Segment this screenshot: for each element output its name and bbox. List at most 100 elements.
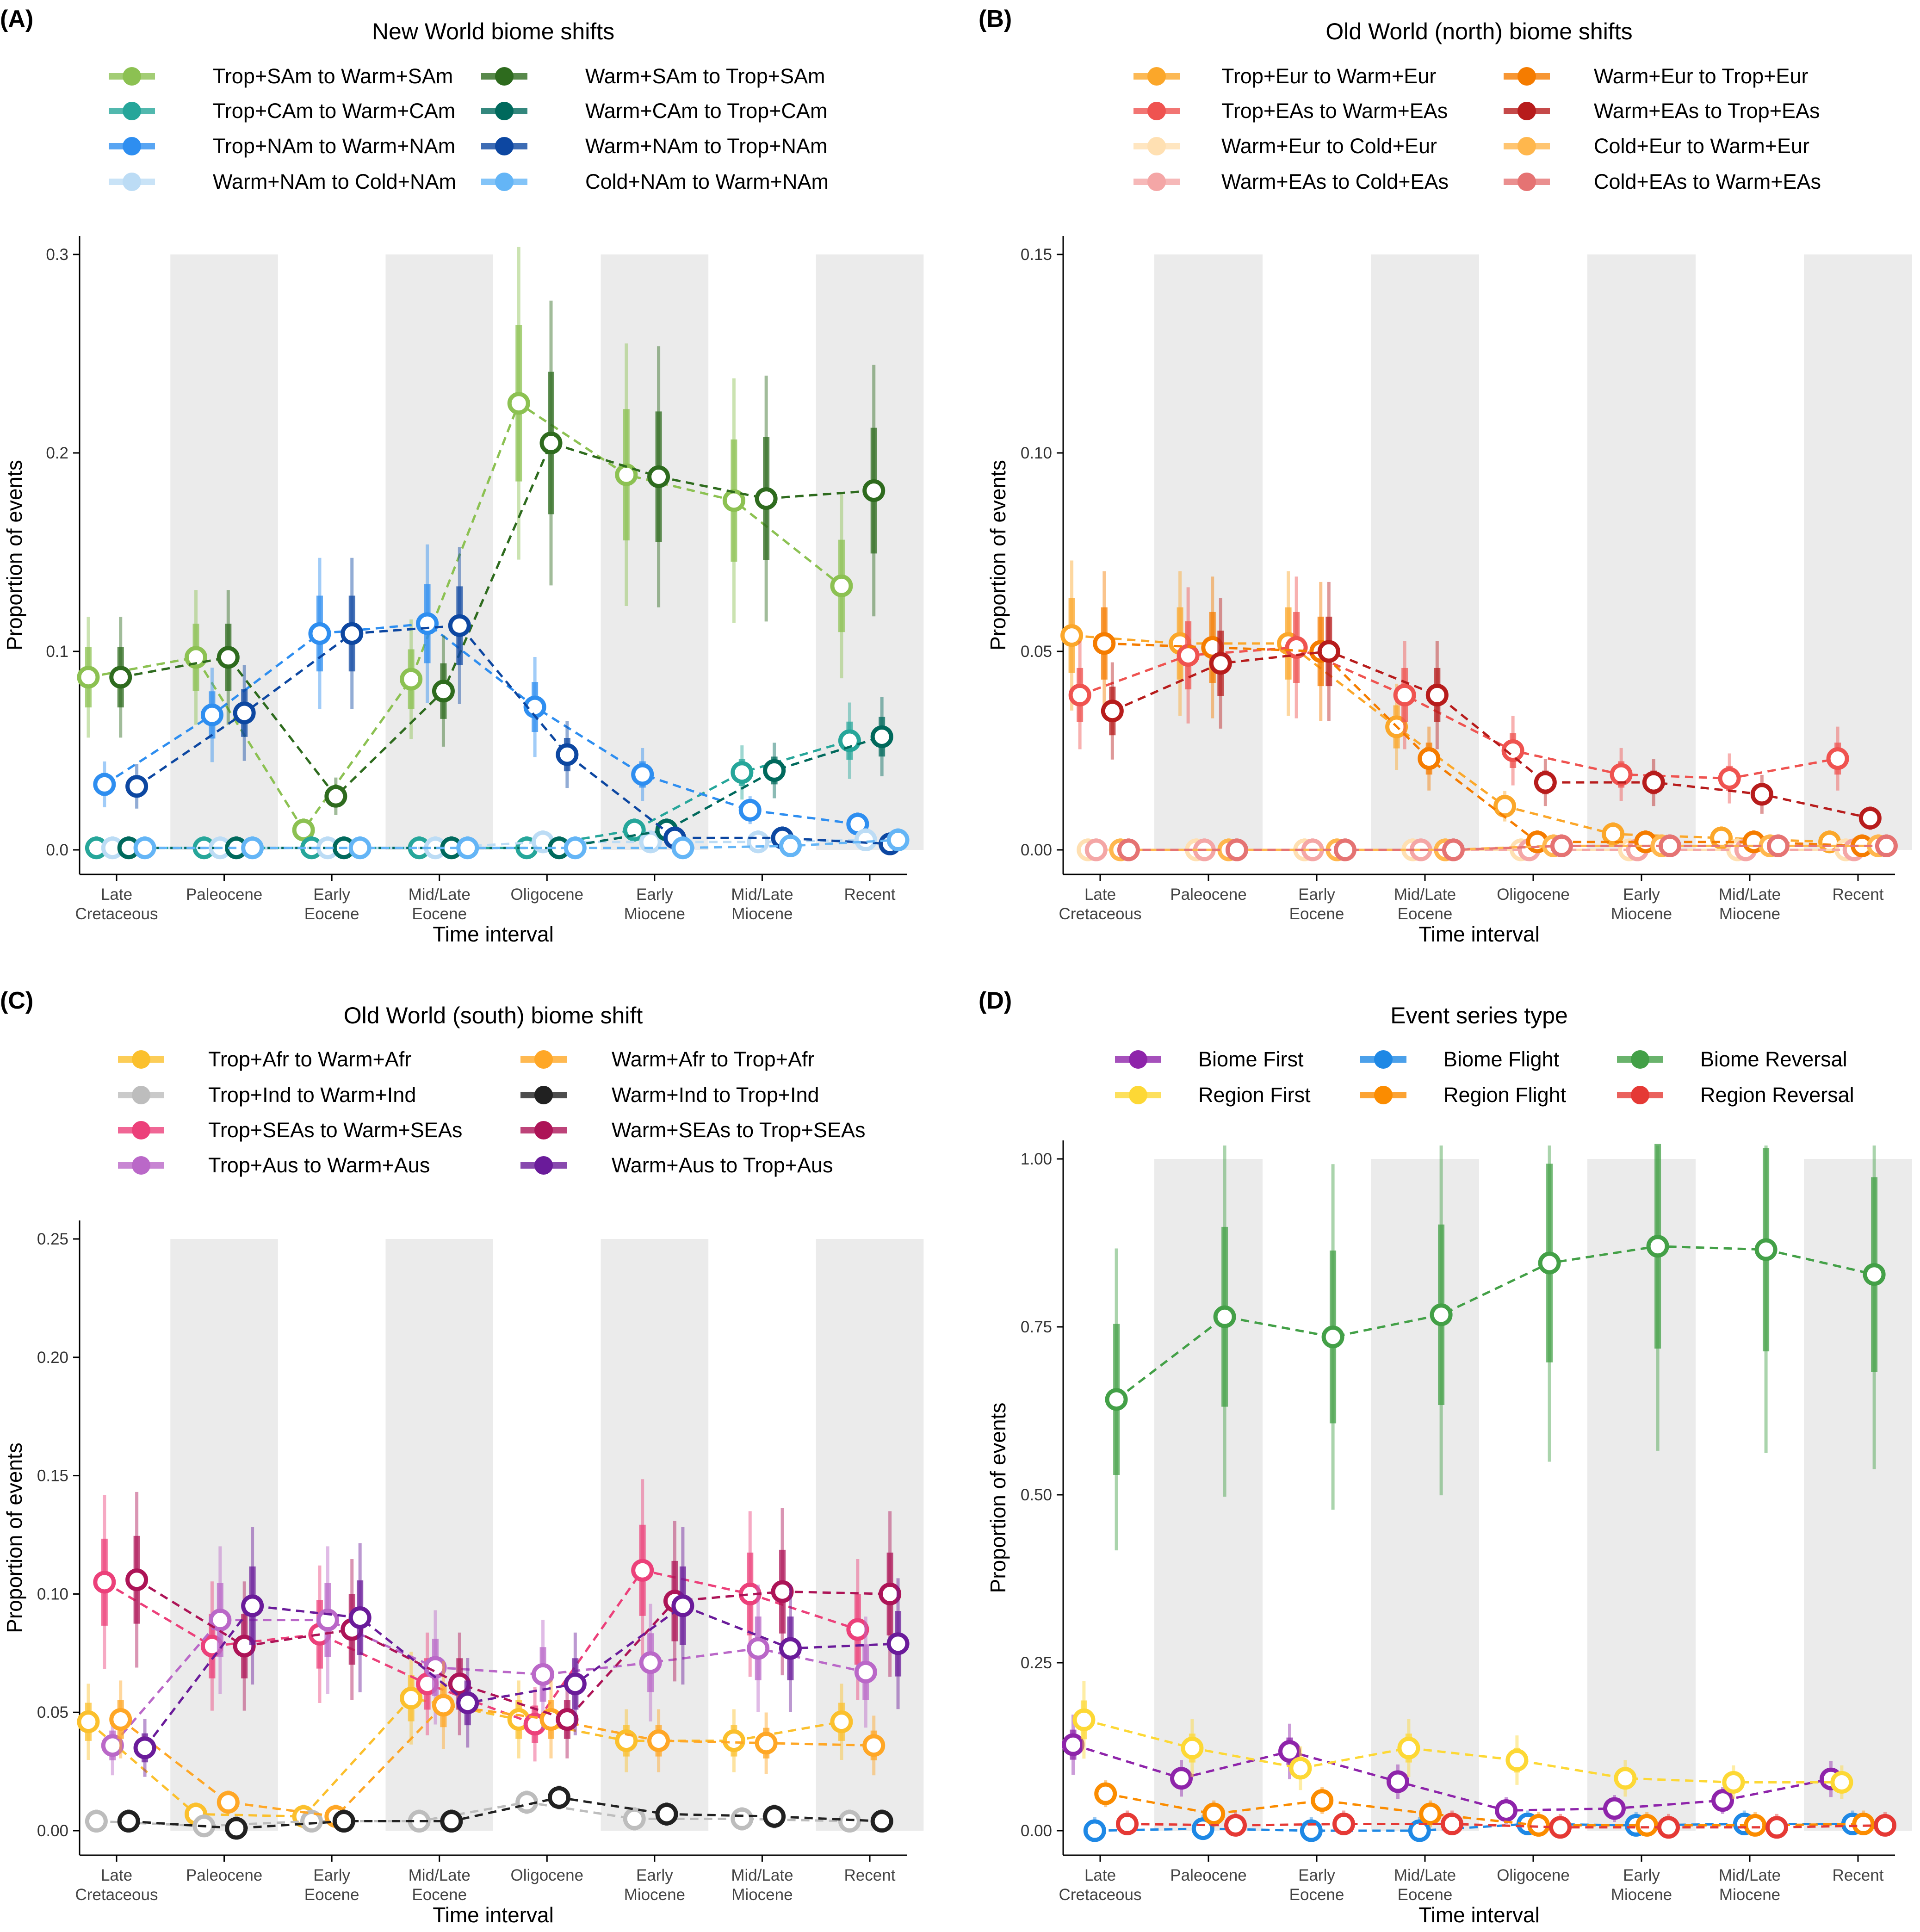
legend-label: Warm+NAm to Trop+NAm	[585, 134, 827, 158]
data-point-center	[1341, 1821, 1346, 1827]
legend-entry: Trop+CAm to Warm+CAm	[109, 99, 455, 123]
data-point-center	[1751, 839, 1756, 844]
data-point-center	[1502, 804, 1507, 809]
series	[1101, 582, 1882, 830]
legend-label: Warm+Eur to Trop+Eur	[1594, 64, 1809, 88]
data-point-center	[1179, 1776, 1184, 1781]
data-point-center	[549, 440, 554, 446]
x-tick-label: Late	[1084, 1866, 1116, 1884]
legend-label: Warm+Aus to Trop+Aus	[612, 1153, 833, 1177]
data-point-center	[425, 621, 430, 626]
legend-key-dot	[1374, 1050, 1393, 1069]
data-point-center	[855, 822, 860, 827]
legend-key-dot	[495, 67, 514, 86]
data-point-center	[1287, 1749, 1292, 1754]
interval-band	[1804, 1159, 1912, 1831]
legend-entry: Region First	[1115, 1083, 1311, 1107]
data-point-center	[772, 1814, 777, 1819]
data-point-center	[1103, 1791, 1108, 1796]
data-point-center	[409, 677, 414, 682]
data-point-center	[457, 1681, 462, 1686]
data-point-center	[1439, 1312, 1444, 1317]
data-point-center	[788, 843, 793, 848]
legend-label: Warm+Ind to Trop+Ind	[612, 1083, 819, 1107]
data-point-center	[847, 738, 852, 743]
legend-entry: Warm+SAm to Trop+SAm	[481, 64, 825, 88]
y-tick-label: 0.15	[37, 1467, 68, 1485]
series-line	[128, 1796, 882, 1830]
data-point-center	[1883, 1823, 1888, 1828]
legend-label: Biome Reversal	[1700, 1047, 1847, 1071]
data-point-center	[1543, 780, 1548, 785]
series-line	[96, 1801, 850, 1827]
data-point-center	[1102, 641, 1107, 646]
data-point-center	[756, 839, 761, 844]
data-point-center	[126, 1819, 131, 1824]
data-point-center	[1309, 1828, 1314, 1833]
x-tick-label: Eocene	[304, 905, 359, 923]
y-tick-label: 0.25	[1021, 1654, 1052, 1672]
series-line	[1128, 844, 1887, 851]
data-point-center	[250, 845, 255, 850]
data-point-center	[632, 828, 637, 833]
data-point-center	[193, 655, 198, 660]
data-point-center	[839, 1719, 844, 1724]
data-point-center	[217, 1617, 223, 1622]
series	[77, 247, 853, 842]
data-point-center	[879, 734, 885, 739]
x-tick-label: Oligocene	[510, 886, 583, 904]
data-point-center	[1092, 1828, 1097, 1833]
interval-band	[1804, 254, 1912, 850]
legend-label: Warm+SAm to Trop+SAm	[585, 64, 825, 88]
y-axis-label: Proportion of events	[986, 1403, 1010, 1593]
data-point-center	[142, 1745, 148, 1750]
legend-key-dot	[132, 1050, 150, 1069]
x-tick-label: Early	[636, 1866, 673, 1884]
data-point-center	[1222, 1314, 1227, 1319]
y-tick-label: 0.50	[1021, 1486, 1052, 1504]
data-point-center	[1504, 1808, 1509, 1813]
legend-key-dot	[123, 173, 141, 191]
x-tick-label: Early	[313, 886, 350, 904]
data-point-center	[94, 845, 99, 850]
legend-key-dot	[1517, 102, 1536, 120]
data-point-center	[1189, 1746, 1195, 1751]
x-tick-label: Eocene	[1398, 1886, 1453, 1904]
data-point-center	[1417, 1828, 1422, 1833]
data-point-center	[557, 845, 562, 850]
data-point-center	[1402, 693, 1407, 698]
series-line	[136, 624, 890, 845]
x-tick-label: Cretaceous	[75, 905, 158, 923]
series-line	[120, 1704, 874, 1818]
legend-key-dot	[1631, 1050, 1649, 1069]
series-line	[144, 1604, 898, 1749]
data-point-center	[1069, 633, 1074, 638]
y-tick-label: 0.00	[1021, 841, 1052, 859]
y-tick-label: 0.10	[1021, 444, 1052, 462]
data-point-center	[739, 770, 744, 775]
data-point-center	[1406, 1746, 1411, 1751]
data-point-center	[1211, 1811, 1216, 1816]
legend-key-dot	[132, 1156, 150, 1175]
x-tick-label: Mid/Late	[409, 886, 471, 904]
data-point-center	[1535, 839, 1540, 844]
data-point-center	[1667, 843, 1672, 848]
data-point-center	[648, 839, 653, 844]
data-point-center	[1210, 645, 1215, 650]
data-point-center	[86, 1719, 91, 1724]
data-point-center	[210, 1643, 215, 1648]
legend-entry: Warm+Afr to Trop+Afr	[520, 1047, 814, 1071]
interval-band	[1371, 1159, 1479, 1831]
legend-key-dot	[1129, 1086, 1147, 1104]
legend-key-dot	[1147, 173, 1166, 191]
data-point-center	[425, 1681, 430, 1686]
data-point-center	[863, 1670, 868, 1675]
legend-label: Region Flight	[1443, 1083, 1567, 1107]
data-point-center	[1839, 1780, 1844, 1785]
series-line	[1084, 1719, 1842, 1783]
data-point-center	[1868, 816, 1873, 821]
data-point-center	[1764, 1247, 1769, 1252]
series-line	[1079, 646, 1838, 780]
data-point-center	[780, 1589, 785, 1594]
x-tick-label: Miocene	[1719, 905, 1780, 923]
